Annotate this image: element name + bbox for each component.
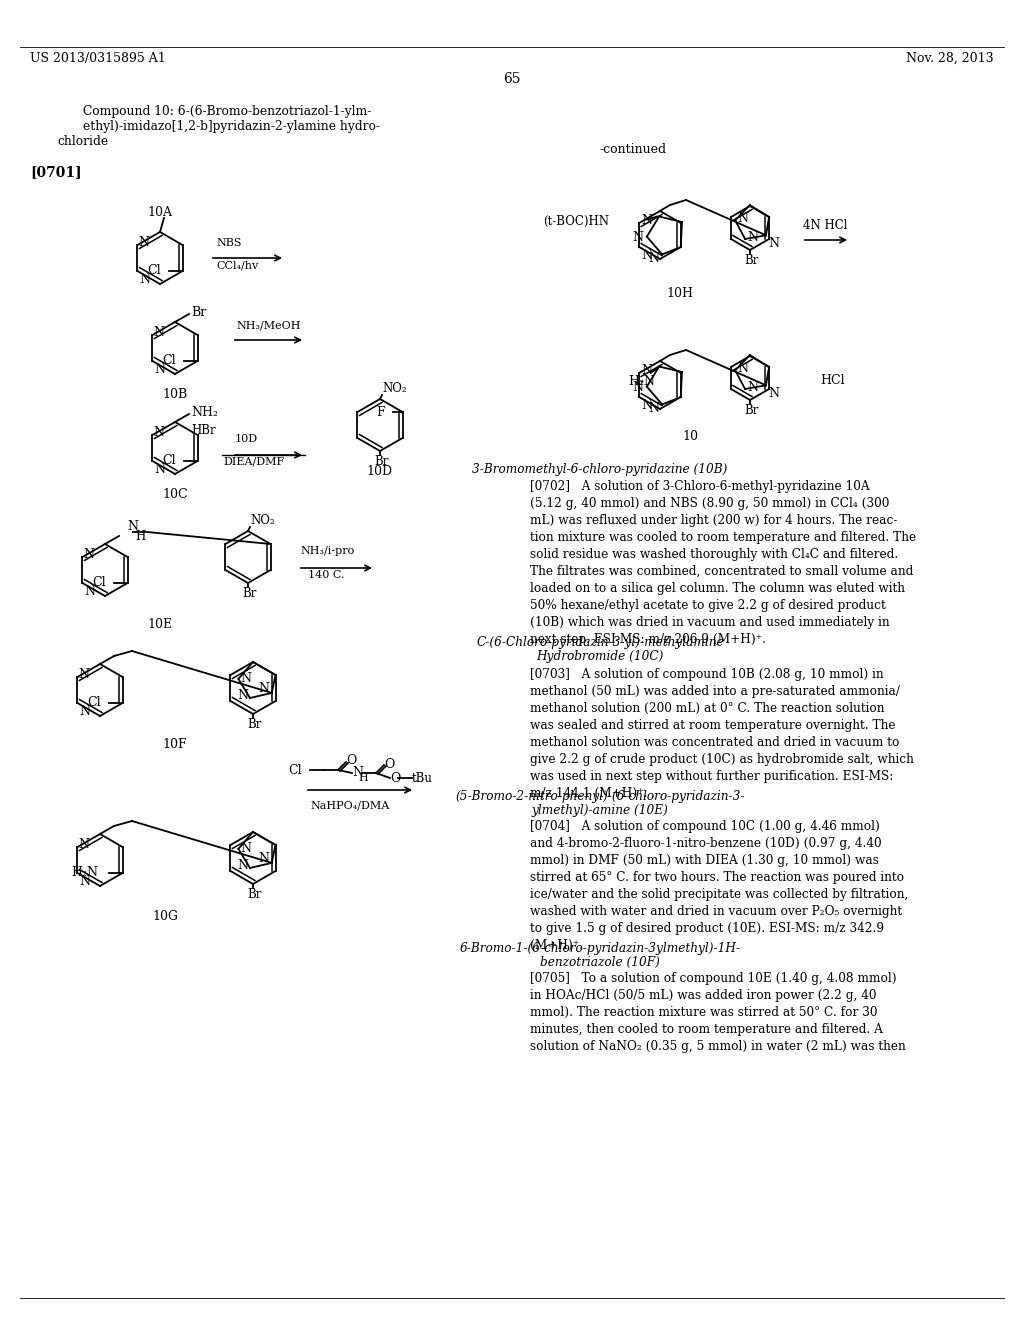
Text: N: N <box>80 875 90 888</box>
Text: 65: 65 <box>503 73 521 86</box>
Text: Br: Br <box>243 587 257 601</box>
Text: O: O <box>390 771 400 784</box>
Text: N: N <box>127 520 138 532</box>
Text: benzotriazole (10F): benzotriazole (10F) <box>540 956 659 969</box>
Text: 10D: 10D <box>234 434 258 444</box>
Text: NH₃/MeOH: NH₃/MeOH <box>236 319 300 330</box>
Text: H: H <box>135 529 145 543</box>
Text: N: N <box>241 842 252 855</box>
Text: N: N <box>259 851 269 865</box>
Text: HBr: HBr <box>191 424 216 437</box>
Text: [0703]   A solution of compound 10B (2.08 g, 10 mmol) in
methanol (50 mL) was ad: [0703] A solution of compound 10B (2.08 … <box>530 668 913 800</box>
Text: Cl: Cl <box>146 264 161 277</box>
Text: N: N <box>154 326 165 339</box>
Text: N: N <box>237 689 248 702</box>
Text: N: N <box>85 585 95 598</box>
Text: NH₃/i-pro: NH₃/i-pro <box>300 546 354 556</box>
Text: Cl: Cl <box>162 355 175 367</box>
Text: N: N <box>641 214 652 227</box>
Text: N: N <box>237 859 248 873</box>
Text: DIEA/DMF: DIEA/DMF <box>223 457 285 467</box>
Text: Hydrobromide (10C): Hydrobromide (10C) <box>537 649 664 663</box>
Text: N: N <box>748 231 758 243</box>
Text: NaHPO₄/DMA: NaHPO₄/DMA <box>310 800 389 810</box>
Text: NH₂: NH₂ <box>191 405 218 418</box>
Text: HCl: HCl <box>820 374 845 387</box>
Text: ethyl)-imidazo[1,2-b]pyridazin-2-ylamine hydro-: ethyl)-imidazo[1,2-b]pyridazin-2-ylamine… <box>83 120 380 133</box>
Text: N: N <box>641 249 652 261</box>
Text: N: N <box>641 364 652 378</box>
Text: CCl₄/hv: CCl₄/hv <box>216 260 258 271</box>
Text: 140 C.: 140 C. <box>308 570 344 579</box>
Text: H₂N: H₂N <box>72 866 98 879</box>
Text: F: F <box>376 405 385 418</box>
Text: chloride: chloride <box>57 135 109 148</box>
Text: 10B: 10B <box>163 388 187 401</box>
Text: 4N HCl: 4N HCl <box>803 219 848 232</box>
Text: N: N <box>79 668 89 681</box>
Text: (5-Bromo-2-nitro-phenyl)-(6-chloro-pyridazin-3-: (5-Bromo-2-nitro-phenyl)-(6-chloro-pyrid… <box>456 789 744 803</box>
Text: O: O <box>346 754 356 767</box>
Text: Cl: Cl <box>162 454 175 467</box>
Text: 10H: 10H <box>667 286 693 300</box>
Text: O: O <box>384 758 394 771</box>
Text: Br: Br <box>248 888 262 902</box>
Text: N: N <box>648 403 659 416</box>
Text: C-(6-Chloro-pyridazin-3-yl)-methylamine: C-(6-Chloro-pyridazin-3-yl)-methylamine <box>476 636 724 649</box>
Text: N: N <box>155 363 166 376</box>
Text: N: N <box>737 211 749 224</box>
Text: 10D: 10D <box>367 465 393 478</box>
Text: 10A: 10A <box>147 206 172 219</box>
Text: Compound 10: 6-(6-Bromo-benzotriazol-1-ylm-: Compound 10: 6-(6-Bromo-benzotriazol-1-y… <box>83 106 372 117</box>
Text: N: N <box>352 766 362 779</box>
Text: N: N <box>737 362 749 375</box>
Text: [0705]   To a solution of compound 10E (1.40 g, 4.08 mmol)
in HOAc/HCl (50/5 mL): [0705] To a solution of compound 10E (1.… <box>530 972 906 1053</box>
Text: Cl: Cl <box>92 577 105 590</box>
Text: N: N <box>632 231 643 244</box>
Text: Cl: Cl <box>289 763 302 776</box>
Text: H₂N: H₂N <box>628 375 655 388</box>
Text: N: N <box>84 549 94 561</box>
Text: N: N <box>241 672 252 685</box>
Text: 10F: 10F <box>163 738 187 751</box>
Text: tBu: tBu <box>412 771 433 784</box>
Text: N: N <box>768 238 779 251</box>
Text: N: N <box>79 838 89 851</box>
Text: Br: Br <box>744 253 759 267</box>
Text: [0702]   A solution of 3-Chloro-6-methyl-pyridazine 10A
(5.12 g, 40 mmol) and NB: [0702] A solution of 3-Chloro-6-methyl-p… <box>530 480 916 645</box>
Text: N: N <box>155 463 166 477</box>
Text: 3-Bromomethyl-6-chloro-pyridazine (10B): 3-Bromomethyl-6-chloro-pyridazine (10B) <box>472 463 728 477</box>
Text: N: N <box>632 381 643 395</box>
Text: 6-Bromo-1-(6-chloro-pyridazin-3ylmethyl)-1H-: 6-Bromo-1-(6-chloro-pyridazin-3ylmethyl)… <box>460 942 740 954</box>
Text: N: N <box>768 387 779 400</box>
Text: -continued: -continued <box>600 143 667 156</box>
Text: NBS: NBS <box>216 238 242 248</box>
Text: Br: Br <box>375 455 389 469</box>
Text: N: N <box>641 399 652 412</box>
Text: [0704]   A solution of compound 10C (1.00 g, 4.46 mmol)
and 4-bromo-2-fluoro-1-n: [0704] A solution of compound 10C (1.00 … <box>530 820 908 952</box>
Text: [0701]: [0701] <box>30 165 82 180</box>
Text: N: N <box>139 273 151 286</box>
Text: N: N <box>80 705 90 718</box>
Text: Br: Br <box>248 718 262 731</box>
Text: NO₂: NO₂ <box>250 513 274 527</box>
Text: Br: Br <box>191 305 206 318</box>
Text: N: N <box>648 252 659 265</box>
Text: N: N <box>748 380 758 393</box>
Text: 10G: 10G <box>152 909 178 923</box>
Text: N: N <box>138 236 150 249</box>
Text: H: H <box>358 774 368 783</box>
Text: 10E: 10E <box>147 618 173 631</box>
Text: US 2013/0315895 A1: US 2013/0315895 A1 <box>30 51 166 65</box>
Text: Nov. 28, 2013: Nov. 28, 2013 <box>906 51 994 65</box>
Text: ylmethyl)-amine (10E): ylmethyl)-amine (10E) <box>531 804 669 817</box>
Text: 10C: 10C <box>162 488 187 502</box>
Text: N: N <box>154 426 165 440</box>
Text: N: N <box>259 682 269 694</box>
Text: 10: 10 <box>682 430 698 444</box>
Text: (t-BOC)HN: (t-BOC)HN <box>543 215 609 228</box>
Text: Br: Br <box>744 404 759 417</box>
Text: NO₂: NO₂ <box>382 381 407 395</box>
Text: Cl: Cl <box>87 697 100 710</box>
